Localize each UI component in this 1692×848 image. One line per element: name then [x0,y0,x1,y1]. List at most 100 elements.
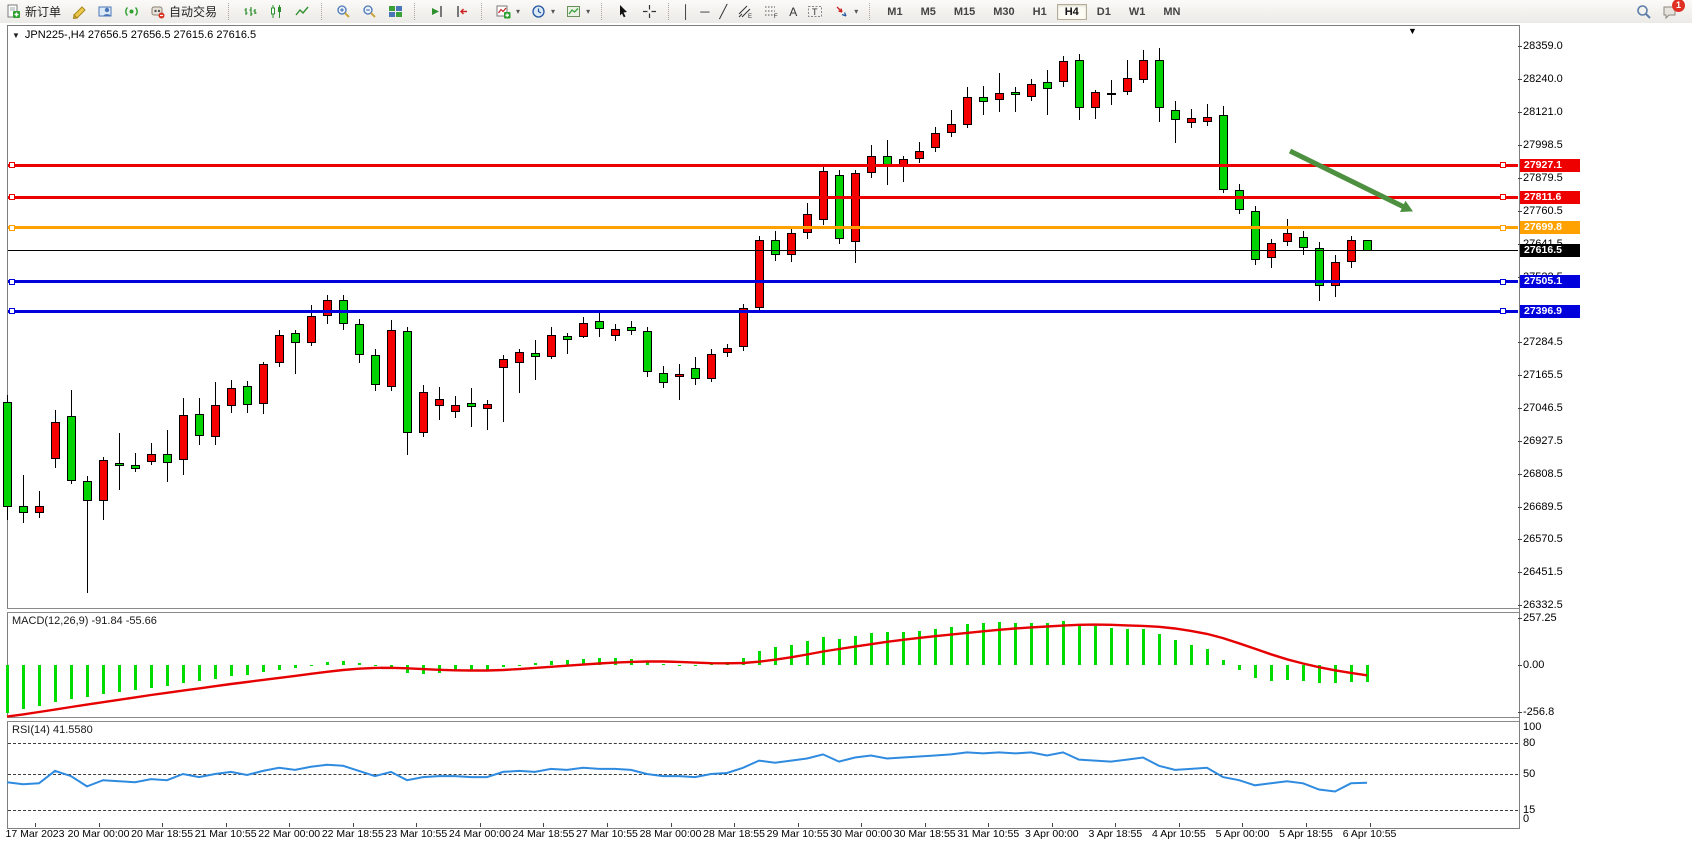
candle-wick [1015,87,1016,112]
time-axis-label: 29 Mar 10:55 [766,828,829,840]
tile-windows-button[interactable] [382,1,408,23]
vertical-line-button[interactable]: │ [677,1,695,23]
price-level-line-27927.1[interactable] [8,163,1518,167]
candle-wick [295,329,296,374]
timeframe-w1-button[interactable]: W1 [1128,5,1146,18]
macd-histogram-bar [406,665,409,674]
signals-button[interactable] [118,1,144,23]
zoom-out-button[interactable] [356,1,382,23]
horizontal-line-button[interactable]: ─ [695,1,714,23]
timeframe-mn-button[interactable]: MN [1163,5,1181,18]
notifications-button[interactable]: 1 [1662,0,1685,20]
macd-tick-label: 257.25 [1523,612,1557,624]
new-order-button[interactable]: 新订单 [0,1,66,23]
candle [179,415,188,461]
candle [659,372,668,383]
price-level-line-27505.1[interactable] [8,280,1518,284]
indicators-dropdown[interactable] [490,1,525,23]
macd-histogram-bar [1350,665,1353,683]
candle [387,330,396,387]
price-level-line-27699.8[interactable] [8,226,1518,230]
rsi-tick-label: 80 [1523,737,1536,750]
price-tick-label: 27998.5 [1523,139,1563,152]
line-chart-button[interactable] [289,1,315,23]
price-level-line-27396.9[interactable] [8,309,1518,313]
macd-histogram-bar [486,665,489,670]
level-anchor [9,162,15,169]
pane-separator[interactable] [7,717,1519,722]
price-level-line-27811.6[interactable] [8,195,1518,199]
trendline-button[interactable]: ╱ [714,1,732,23]
macd-histogram-bar [342,660,345,665]
timeframe-h4-button[interactable]: H4 [1056,3,1087,20]
candle [1027,84,1036,98]
macd-histogram-bar [886,631,889,665]
timeframe-m5-button[interactable]: M5 [920,5,936,18]
macd-histogram-bar [166,665,169,686]
candle [1251,210,1260,261]
macd-histogram-bar [294,665,297,668]
candle [531,353,540,358]
candle-wick [1047,69,1048,115]
macd-histogram-bar [822,637,825,665]
timeframe-d1-button[interactable]: D1 [1096,5,1111,18]
candle-wick [1175,100,1176,144]
zoom-in-button[interactable] [330,1,356,23]
candle [291,333,300,344]
candle [1203,116,1212,122]
price-tick-mark [1518,211,1522,213]
time-tick-mark [289,823,291,827]
candle-wick [567,332,568,354]
auto-trading-button[interactable]: 自动交易 [144,1,222,23]
chart-shift-button[interactable] [449,1,475,23]
auto-scroll-button[interactable] [423,1,449,23]
arrows-dropdown[interactable] [828,1,863,23]
timeframe-m1-button[interactable]: M1 [887,5,903,18]
macd-histogram-bar [422,665,425,674]
macd-histogram-bar [982,623,985,665]
candle [1315,247,1324,286]
candle [1283,233,1292,242]
price-tick-label: 28359.0 [1523,40,1563,52]
bar-chart-button[interactable] [237,1,263,23]
time-axis-label: 20 Mar 18:55 [131,828,194,840]
price-tick-label: 27046.5 [1523,402,1563,415]
trendline-icon: ╱ [719,3,728,19]
candle [1107,92,1116,95]
candle [195,413,204,437]
price-tick-label: 26689.5 [1523,500,1563,513]
chart-shift-marker-icon[interactable]: ▼ [1408,26,1417,36]
search-button[interactable] [1636,4,1652,20]
cursor-button[interactable] [610,1,636,23]
templates-dropdown[interactable] [560,1,595,23]
periods-dropdown[interactable] [525,1,560,23]
metaeditor-button[interactable] [66,1,92,23]
candle [563,336,572,341]
macd-histogram-bar [310,665,313,666]
time-axis-label: 3 Apr 18:55 [1088,828,1143,840]
terminal-button[interactable] [92,1,118,23]
text-label-button[interactable]: T [802,1,828,23]
timeframe-m15-button[interactable]: M15 [953,5,976,18]
price-tick-mark [1518,440,1522,442]
new-order-label: 新订单 [25,5,62,19]
timeframe-m30-button[interactable]: M30 [993,5,1015,18]
price-level-label: 27811.6 [1520,190,1580,204]
pane-separator[interactable] [7,608,1519,613]
macd-histogram-bar [646,660,649,665]
crosshair-button[interactable] [636,1,662,23]
text-button[interactable]: A [784,1,802,23]
price-level-label: 27616.5 [1520,244,1580,258]
candlestick-chart-button[interactable] [263,1,289,23]
rsi-tick-label: 100 [1523,721,1542,733]
level-anchor [9,194,15,200]
fibonacci-button[interactable]: F [758,1,784,23]
timeframe-h1-button[interactable]: H1 [1032,5,1047,18]
price-level-line-27616.5[interactable] [8,250,1518,252]
candle [979,97,988,102]
candle [819,171,828,220]
time-axis-label: 30 Mar 00:00 [830,828,893,840]
macd-histogram-bar [678,665,681,666]
candle [163,453,172,464]
channel-button[interactable]: E [732,1,758,23]
